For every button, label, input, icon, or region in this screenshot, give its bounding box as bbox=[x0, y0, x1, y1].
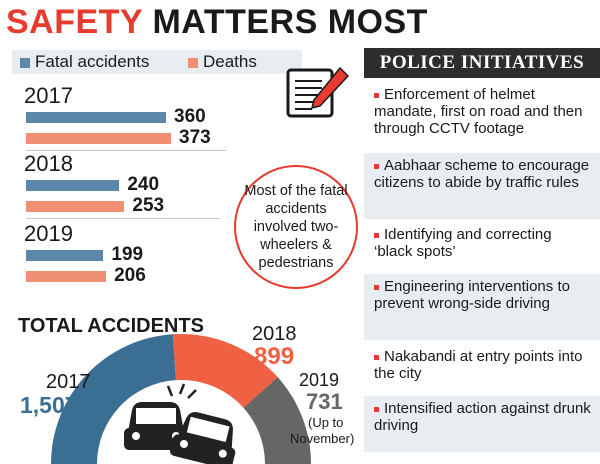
fatal-bar-2018 bbox=[26, 180, 120, 191]
bullet-icon bbox=[374, 406, 379, 412]
year-label: 2017 bbox=[24, 83, 73, 108]
year-label: 2018 bbox=[24, 151, 73, 176]
police-initiatives-panel: POLICE INITIATIVES Enforcement of helmet… bbox=[364, 44, 600, 460]
legend-deaths-swatch bbox=[188, 57, 198, 68]
initiative-item: Aabhaar scheme to encourage citizens to … bbox=[364, 153, 600, 219]
total-2017-value: 1,507 bbox=[20, 392, 78, 418]
fatal-bar-2017 bbox=[26, 112, 166, 123]
clipboard-pen-icon bbox=[286, 66, 350, 118]
total-accidents-donut: 2017 1,507 2018 899 2019 731 (Up to Nove… bbox=[20, 323, 354, 464]
legend-fatal-label: Fatal accidents bbox=[35, 52, 150, 71]
car-crash-icon bbox=[124, 383, 236, 464]
fatal-value-2019: 199 bbox=[111, 244, 144, 265]
total-2019-value: 731 bbox=[306, 389, 343, 414]
initiative-item: Enforcement of helmet mandate, first on … bbox=[364, 82, 600, 150]
total-2018-year: 2018 bbox=[252, 323, 297, 345]
total-2019-note-2: November) bbox=[290, 431, 354, 446]
total-2019-note-1: (Up to bbox=[308, 415, 343, 430]
fatal-value-2017: 360 bbox=[174, 106, 206, 127]
legend-deaths: Deaths bbox=[188, 52, 257, 72]
headline-part-1: SAFETY bbox=[6, 3, 143, 41]
year-label: 2019 bbox=[24, 221, 73, 246]
bullet-icon bbox=[374, 163, 379, 169]
donut-slice-2018 bbox=[172, 334, 278, 408]
police-initiatives-title: POLICE INITIATIVES bbox=[364, 48, 600, 78]
initiative-text: Intensified action against drunk driving bbox=[374, 400, 591, 434]
donut-slice-2019 bbox=[243, 377, 311, 464]
initiative-text: Aabhaar scheme to encourage citizens to … bbox=[374, 157, 590, 191]
total-2019-year: 2019 bbox=[299, 370, 339, 390]
deaths-bar-2017 bbox=[26, 133, 172, 144]
legend: Fatal accidents Deaths bbox=[12, 50, 302, 74]
legend-fatal-swatch bbox=[20, 57, 30, 68]
total-accidents-title: TOTAL ACCIDENTS bbox=[18, 315, 204, 337]
initiative-item: Intensified action against drunk driving bbox=[364, 396, 600, 452]
fatal-value-2018: 240 bbox=[127, 174, 160, 195]
initiative-item: Identifying and correcting ‘black spots’ bbox=[364, 222, 600, 272]
deaths-bar-2019 bbox=[26, 271, 107, 282]
bullet-icon bbox=[374, 92, 379, 98]
headline: SAFETY MATTERS MOST bbox=[6, 2, 428, 42]
initiative-text: Nakabandi at entry points into the city bbox=[374, 348, 583, 382]
total-2018-value: 899 bbox=[254, 343, 294, 370]
note-circle: Most of the fatal accidents involved two… bbox=[234, 165, 358, 289]
bullet-icon bbox=[374, 284, 379, 290]
deaths-value-2018: 253 bbox=[132, 195, 165, 216]
deaths-value-2017: 373 bbox=[179, 127, 211, 148]
group-divider bbox=[26, 218, 220, 219]
initiative-item: Nakabandi at entry points into the city bbox=[364, 344, 600, 394]
fatal-bar-2019 bbox=[26, 250, 104, 261]
deaths-bar-2018 bbox=[26, 201, 125, 212]
total-2017-year: 2017 bbox=[46, 371, 91, 393]
bar-chart-panel: Fatal accidents Deaths 2017 360 373 2018 240… bbox=[12, 44, 360, 306]
note-text: Most of the fatal accidents involved two… bbox=[244, 183, 348, 271]
initiative-text: Enforcement of helmet mandate, first on … bbox=[374, 86, 583, 137]
legend-deaths-label: Deaths bbox=[203, 52, 257, 71]
legend-fatal: Fatal accidents bbox=[20, 52, 149, 72]
deaths-value-2019: 206 bbox=[114, 265, 146, 286]
initiative-item: Engineering interventions to prevent wro… bbox=[364, 274, 600, 340]
headline-part-2: MATTERS MOST bbox=[152, 3, 428, 41]
bullet-icon bbox=[374, 354, 379, 360]
donut-slice-2017 bbox=[51, 334, 176, 464]
initiative-text: Identifying and correcting ‘black spots’ bbox=[374, 226, 552, 260]
bullet-icon bbox=[374, 232, 379, 238]
initiative-text: Engineering interventions to prevent wro… bbox=[374, 278, 570, 312]
group-divider bbox=[26, 150, 226, 151]
